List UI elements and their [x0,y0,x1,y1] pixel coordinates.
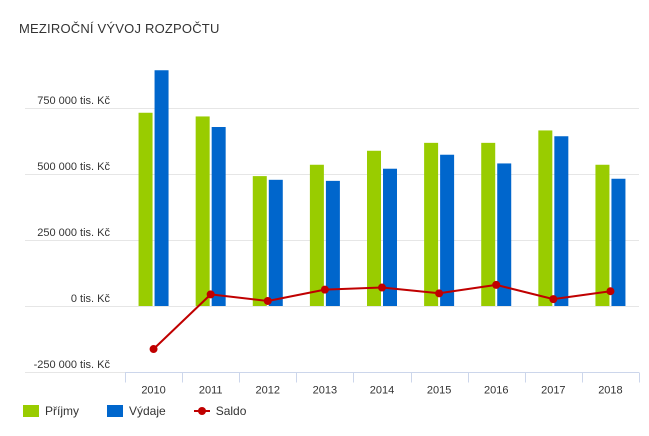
bar-výdaje-2014[interactable] [383,168,397,306]
bar-příjmy-2012[interactable] [252,176,267,306]
saldo-point-2010[interactable] [149,345,158,354]
y-axis-labels: -250 000 tis. Kč 0 tis. Kč 250 000 tis. Kč… [34,95,111,371]
legend-label-prijmy: Příjmy [45,404,79,418]
legend-label-saldo: Saldo [215,404,247,418]
saldo-point-2014[interactable] [378,283,386,292]
legend-item-saldo[interactable]: Saldo [193,404,247,418]
bar-příjmy-2013[interactable] [309,164,324,306]
saldo-point-2011[interactable] [206,290,215,299]
legend-swatch-prijmy [23,405,39,417]
bar-výdaje-2016[interactable] [497,163,512,306]
x-axis [125,372,640,383]
saldo-point-2018[interactable] [606,287,615,296]
bar-výdaje-2011[interactable] [211,127,226,307]
bar-příjmy-2011[interactable] [195,116,210,306]
bar-příjmy-2010[interactable] [138,112,153,306]
bar-výdaje-2017[interactable] [554,136,569,306]
x-tick-label: 2018 [598,385,622,397]
x-tick-label: 2011 [199,385,223,397]
saldo-point-2017[interactable] [549,295,558,304]
bar-příjmy-2016[interactable] [481,142,496,306]
bar-příjmy-2015[interactable] [424,142,439,306]
legend-label-vydaje: Výdaje [129,404,166,418]
bar-výdaje-2013[interactable] [325,180,340,306]
legend-swatch-vydaje [107,405,123,417]
chart-plot: -250 000 tis. Kč 0 tis. Kč 250 000 tis. Kč… [25,70,640,397]
bar-výdaje-2018[interactable] [611,178,626,306]
x-tick-label: 2016 [484,385,508,397]
chart-title: MEZIROČNÍ VÝVOJ ROZPOČTU [19,21,220,36]
bar-výdaje-2015[interactable] [440,154,455,306]
saldo-line-layer [149,280,615,354]
bar-příjmy-2017[interactable] [538,130,553,306]
legend-item-prijmy[interactable]: Příjmy [23,404,79,418]
x-axis-labels: 2010 2011 2012 2013 2014 2015 2016 2017 2018 [141,385,622,397]
bars [138,70,626,307]
y-tick-label: 750 000 tis. Kč [37,95,110,107]
saldo-point-2013[interactable] [320,285,329,294]
x-tick-label: 2014 [370,385,394,397]
x-tick-label: 2010 [141,385,165,397]
bar-výdaje-2010[interactable] [154,70,169,306]
x-tick-label: 2012 [256,385,280,397]
legend-item-vydaje[interactable]: Výdaje [107,404,166,418]
bar-příjmy-2018[interactable] [595,164,610,306]
y-tick-label: 250 000 tis. Kč [37,227,110,239]
x-tick-label: 2015 [427,385,451,397]
legend-marker-saldo [193,405,210,417]
saldo-point-2012[interactable] [263,296,272,305]
bar-příjmy-2014[interactable] [367,150,381,306]
y-tick-label: -250 000 tis. Kč [34,359,111,371]
bar-výdaje-2012[interactable] [268,179,283,306]
x-tick-label: 2017 [541,385,565,397]
y-tick-label: 500 000 tis. Kč [37,161,110,173]
y-tick-label: 0 tis. Kč [71,293,111,305]
legend: Příjmy Výdaje Saldo [23,404,274,418]
saldo-point-2016[interactable] [492,280,501,289]
x-tick-label: 2013 [313,385,337,397]
saldo-point-2015[interactable] [435,289,444,298]
